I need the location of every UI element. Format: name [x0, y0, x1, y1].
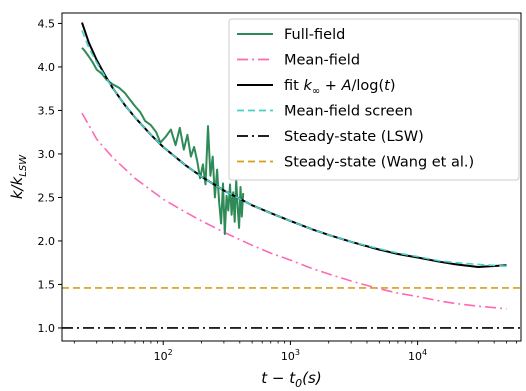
ticks-layer: 1.0 1.5 2.0 2.5 3.0 3.5 4.0 4.5 102 103 104 [38, 17, 517, 363]
series-line-fit-k-a-log-t [81, 22, 507, 268]
y-tick-label: 3.0 [38, 148, 56, 161]
y-tick-label: 1.0 [38, 322, 56, 335]
x-tick-label: 104 [408, 348, 427, 363]
y-tick-label: 4.0 [38, 61, 56, 74]
y-tick-label: 3.5 [38, 104, 56, 117]
legend-label: Mean-field screen [284, 104, 413, 120]
series-line-full-field [81, 47, 245, 235]
x-axis-label: t − t0(s) [261, 369, 321, 387]
series-layer [62, 22, 521, 329]
y-tick-label: 4.5 [38, 17, 56, 30]
plot-frame [61, 12, 522, 342]
series-line-mean-field [81, 112, 507, 310]
legend-label: Steady-state (Wang et al.) [284, 155, 474, 171]
y-tick-label: 1.5 [38, 278, 56, 291]
legend-label: fit k∞ + A/log(t) [284, 78, 396, 97]
legend: Full-field Mean-field fit k∞ + A/log(t) Mea… [228, 18, 520, 181]
y-tick-label: 2.0 [38, 235, 56, 248]
y-tick-label: 2.5 [38, 191, 56, 204]
x-tick-label: 103 [281, 348, 300, 363]
legend-box [228, 18, 520, 181]
legend-label: Full-field [284, 27, 345, 43]
y-axis-label: k/kLSW [8, 154, 29, 199]
legend-label: Mean-field [284, 53, 360, 69]
x-tick-label: 102 [154, 348, 173, 363]
axes-layer [61, 12, 522, 342]
legend-label: Steady-state (LSW) [284, 129, 424, 145]
series-line-mean-field-screen [81, 30, 507, 267]
